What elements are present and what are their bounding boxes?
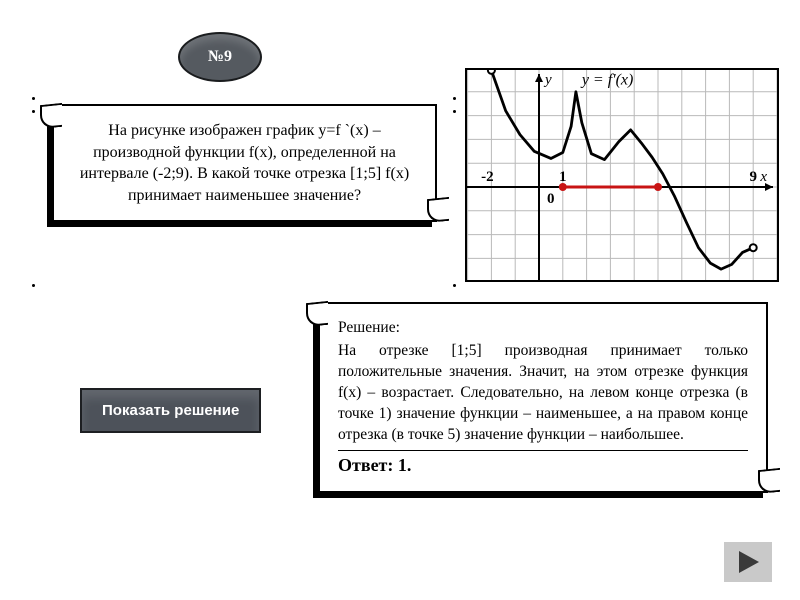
problem-number-badge: №9: [178, 32, 262, 82]
decorative-dot: [453, 110, 456, 113]
next-button[interactable]: [724, 542, 772, 582]
solution-body: На отрезке [1;5] производная принимает т…: [338, 342, 748, 443]
decorative-dot: [32, 284, 35, 287]
solution-answer: Ответ: 1.: [338, 450, 748, 477]
solution-label: Решение:: [338, 318, 748, 339]
derivative-chart: y = f'(x) y x -2 10 9: [465, 68, 779, 282]
problem-text: На рисунке изображен график y=f `(x) – п…: [80, 122, 409, 204]
svg-text:1: 1: [559, 169, 567, 185]
problem-scroll: На рисунке изображен график y=f `(x) – п…: [52, 104, 437, 222]
problem-number: №9: [208, 48, 232, 66]
svg-text:x: x: [759, 169, 767, 185]
svg-text:y: y: [543, 72, 552, 88]
show-solution-label: Показать решение: [102, 402, 239, 419]
decorative-dot: [453, 97, 456, 100]
svg-text:y = f'(x): y = f'(x): [580, 72, 634, 89]
svg-text:9: 9: [749, 169, 757, 185]
chart-svg: y = f'(x) y x -2 10 9: [467, 70, 777, 280]
play-icon: [735, 549, 761, 575]
solution-scroll: Решение: На отрезке [1;5] производная пр…: [318, 302, 768, 493]
svg-text:0: 0: [547, 191, 555, 207]
svg-text:-2: -2: [481, 169, 494, 185]
show-solution-button[interactable]: Показать решение: [80, 388, 261, 433]
decorative-dot: [32, 110, 35, 113]
decorative-dot: [453, 284, 456, 287]
decorative-dot: [32, 97, 35, 100]
